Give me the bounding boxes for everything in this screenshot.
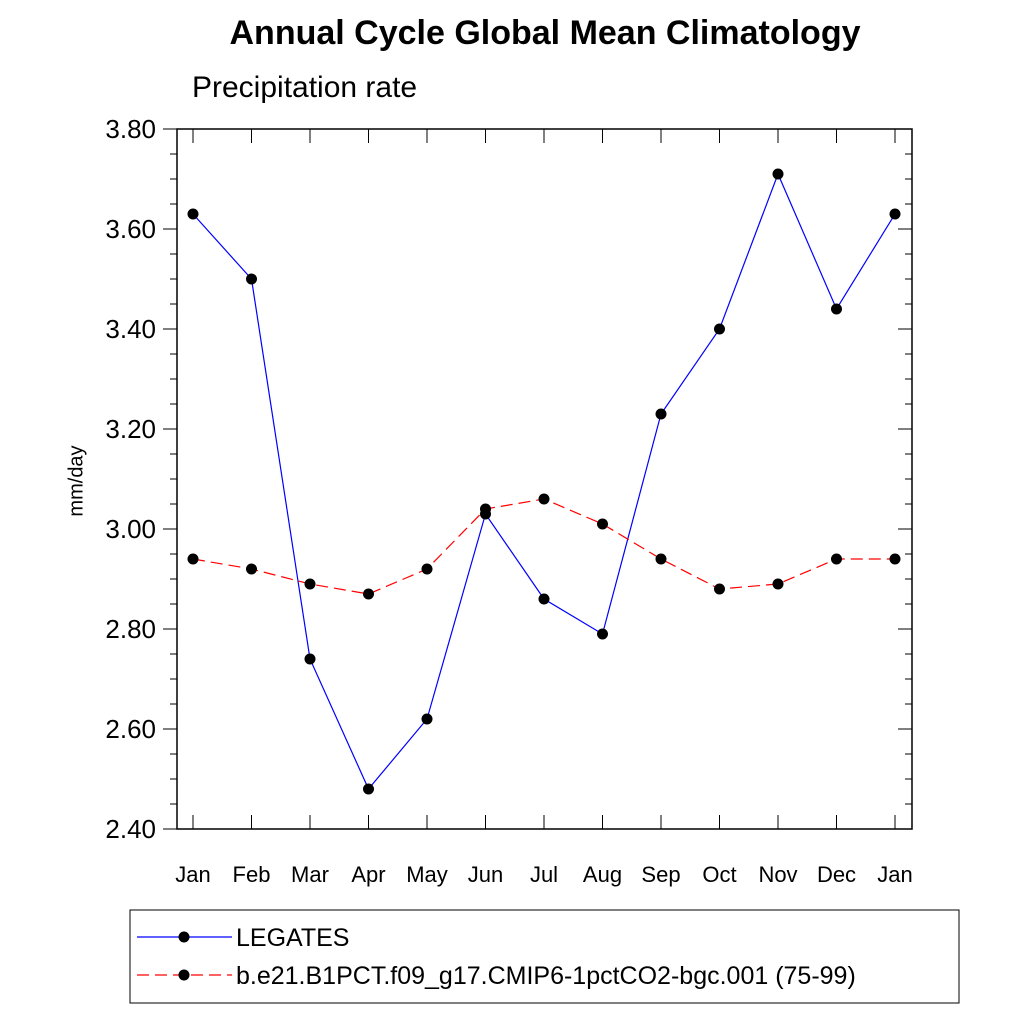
legend: LEGATES b.e21.B1PCT.f09_g17.CMIP6-1pctCO2… <box>129 909 960 1004</box>
plot-frame <box>176 128 913 830</box>
ticks-layer: Jan Feb Mar Apr May Jun Jul Aug Sep Oct Nov Dec Jan 2… <box>105 114 912 887</box>
y-tick-label: 2.80 <box>105 614 156 644</box>
x-tick-label: Jan <box>175 862 210 887</box>
data-point-0 <box>538 593 550 605</box>
data-point-1 <box>187 553 199 565</box>
data-point-0 <box>655 408 667 420</box>
chart-subtitle: Precipitation rate <box>192 71 418 104</box>
x-tick-label: Sep <box>641 862 680 887</box>
data-point-1 <box>480 503 491 515</box>
x-tick-label: Jun <box>468 862 503 887</box>
data-point-0 <box>421 713 433 725</box>
x-tick-label: Mar <box>291 862 329 887</box>
x-tick-label: Feb <box>233 862 271 887</box>
y-tick-label: 3.00 <box>105 514 156 544</box>
data-point-1 <box>831 553 842 565</box>
series-markers <box>187 168 901 795</box>
data-point-0 <box>889 208 901 220</box>
data-point-0 <box>187 208 199 220</box>
series-line-0 <box>192 172 896 791</box>
x-tick-label: May <box>406 862 448 887</box>
data-point-1 <box>246 563 257 575</box>
x-tick-label: Apr <box>351 862 385 887</box>
data-point-1 <box>304 578 316 590</box>
data-point-0 <box>831 303 842 315</box>
legend-label-0: LEGATES <box>236 924 349 952</box>
data-point-1 <box>538 493 550 505</box>
data-point-1 <box>889 553 901 565</box>
x-tick-label: Jan <box>877 862 912 887</box>
x-tick-label: Oct <box>702 862 736 887</box>
y-tick-label: 3.80 <box>105 114 156 144</box>
data-point-0 <box>597 628 608 640</box>
data-point-0 <box>363 783 374 795</box>
data-point-1 <box>597 518 608 530</box>
legend-box <box>129 909 960 1004</box>
y-tick-label: 2.40 <box>105 814 156 844</box>
y-tick-label: 3.20 <box>105 414 156 444</box>
y-tick-label: 2.60 <box>105 714 156 744</box>
data-point-1 <box>363 588 374 600</box>
y-tick-label: 3.40 <box>105 314 156 344</box>
data-point-1 <box>714 583 725 595</box>
y-tick-label: 3.60 <box>105 214 156 244</box>
data-point-0 <box>772 168 784 180</box>
data-point-0 <box>246 273 257 285</box>
data-point-1 <box>421 563 433 575</box>
legend-label-1: b.e21.B1PCT.f09_g17.CMIP6-1pctCO2-bgc.00… <box>236 962 856 990</box>
data-point-1 <box>772 578 784 590</box>
x-tick-label: Dec <box>817 862 856 887</box>
chart-title: Annual Cycle Global Mean Climatology <box>229 14 861 52</box>
legend-marker-0 <box>178 931 190 943</box>
data-point-1 <box>655 553 667 565</box>
data-point-0 <box>714 323 725 335</box>
x-tick-label: Aug <box>583 862 622 887</box>
x-tick-label: Nov <box>758 862 797 887</box>
data-point-0 <box>304 653 316 665</box>
x-tick-label: Jul <box>530 862 558 887</box>
legend-marker-1 <box>178 969 190 981</box>
series-lines <box>192 172 896 791</box>
